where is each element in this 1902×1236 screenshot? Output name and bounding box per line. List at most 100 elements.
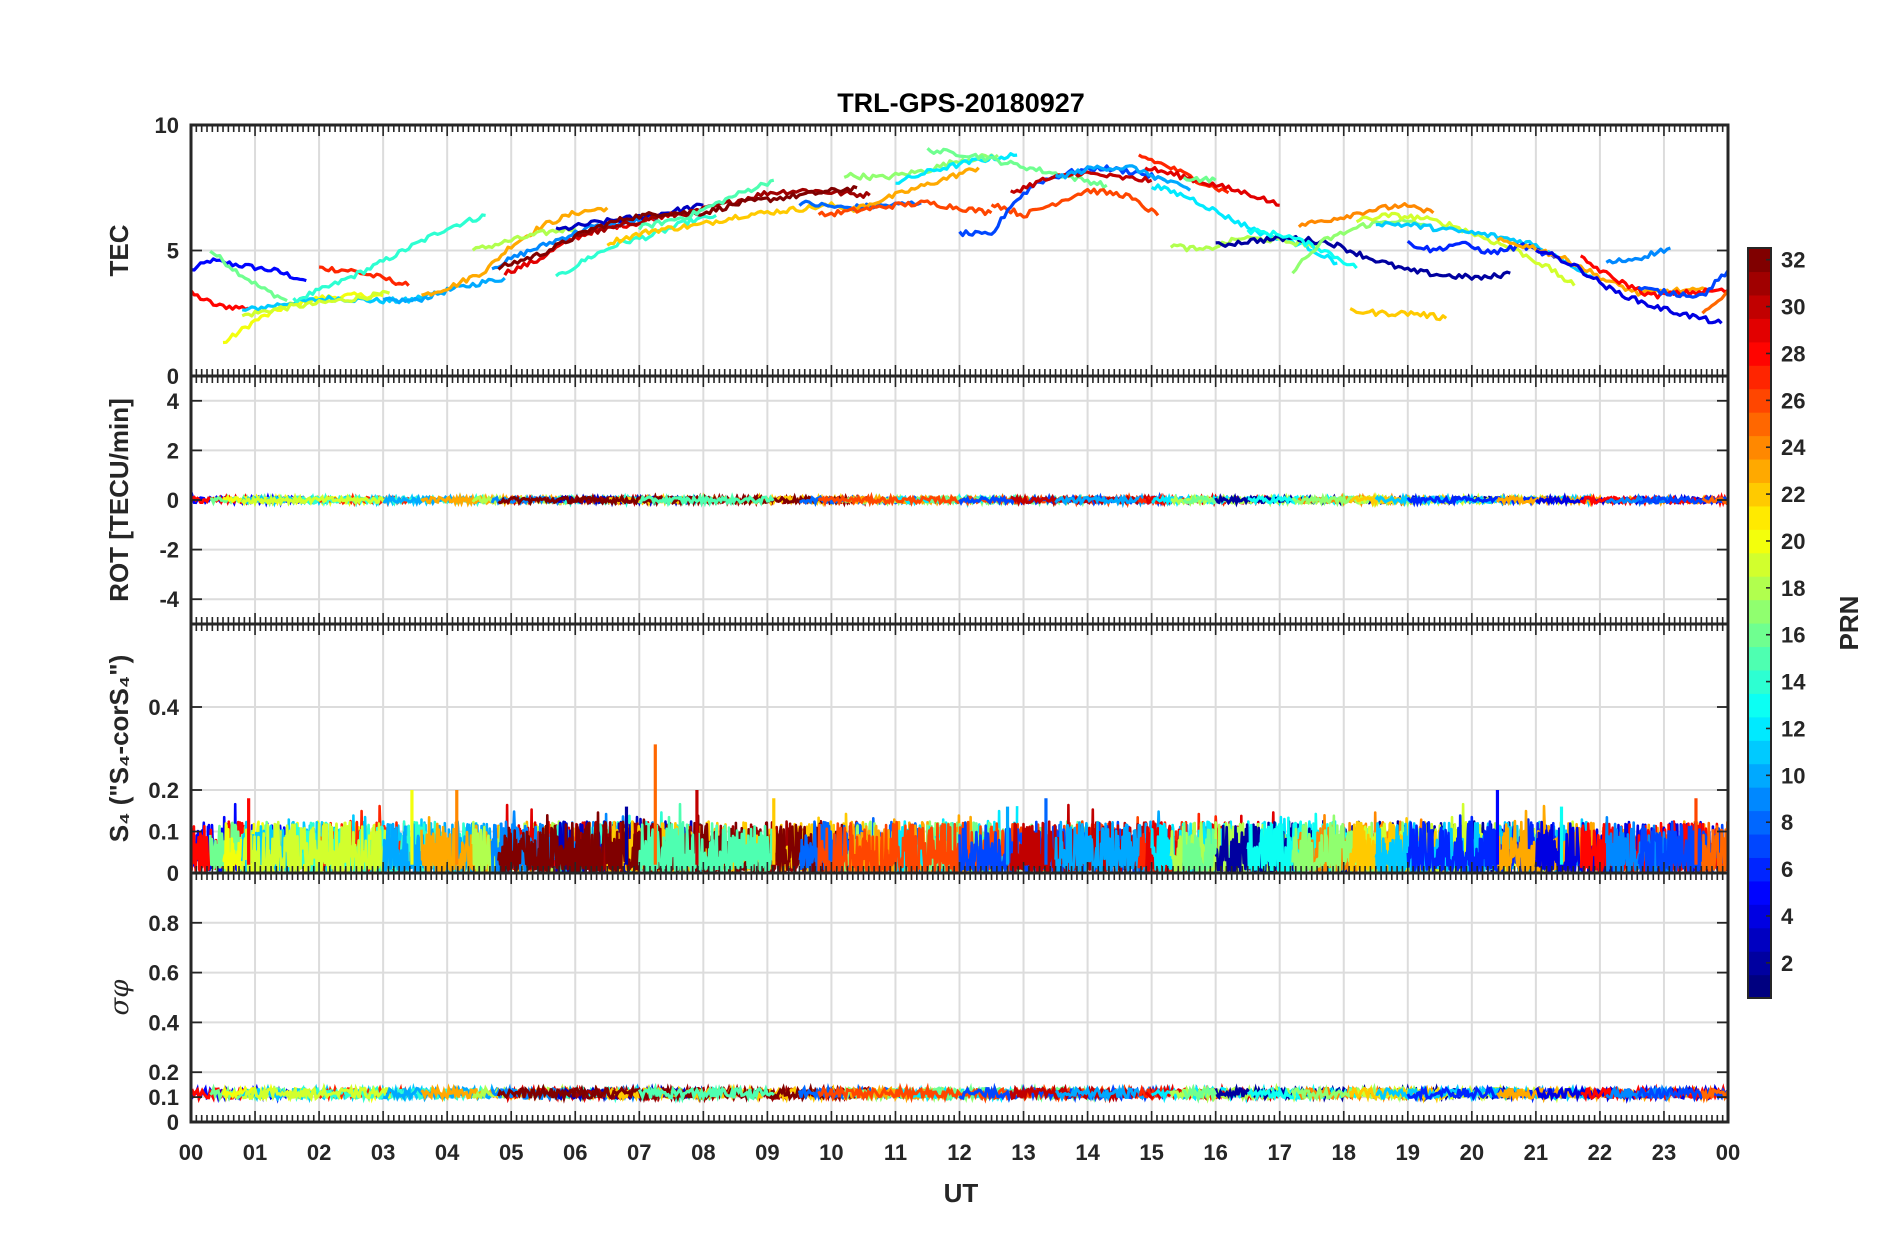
tec-series-prn-13 [1246, 227, 1358, 270]
colorbar-swatch [1748, 294, 1771, 319]
tec-series-prn-9 [1605, 246, 1671, 265]
colorbar-swatch [1748, 365, 1771, 390]
rot-series-prn-25 [1701, 494, 1730, 505]
tec-series-prn-23 [421, 206, 609, 297]
colorbar-swatch [1748, 482, 1771, 507]
colorbar-tick-label: 24 [1781, 435, 1806, 460]
colorbar-tick-label: 26 [1781, 388, 1805, 413]
colorbar-swatch [1748, 857, 1771, 882]
tec-series-prn-10 [1054, 164, 1192, 192]
colorbar-swatch [1748, 740, 1771, 765]
tec-series-prn-18 [1169, 235, 1319, 253]
rot-y-tick-label: 2 [167, 438, 179, 463]
colorbar-tick-label: 30 [1781, 295, 1805, 320]
colorbar-tick-label: 20 [1781, 529, 1805, 554]
panel-rot: -4 -2 0 2 4 ROT [TECU/min] [104, 374, 1730, 626]
tec-series-prn-14 [292, 213, 486, 304]
x-tick-label: 22 [1588, 1140, 1612, 1165]
x-tick-label: 02 [307, 1140, 331, 1165]
x-axis-title: UT [944, 1178, 979, 1208]
x-tick-label: 10 [819, 1140, 843, 1165]
panel-tec: 0 5 10 TEC [104, 113, 1730, 389]
sigma_phi-y-tick-label: 0.4 [148, 1010, 179, 1035]
x-tick-label: 20 [1460, 1140, 1484, 1165]
tec-series-prn-19 [1355, 211, 1576, 287]
s4-y-axis-title: S₄ ("S₄-corS₄") [104, 655, 134, 843]
s4-series-prn-19 [240, 820, 391, 873]
s4-y-ticks: 0 0.1 0.2 0.4 [148, 695, 1728, 886]
colorbar-swatch [1748, 623, 1771, 648]
chart-title: TRL-GPS-20180927 [837, 88, 1085, 118]
tec-series-prn-14 [554, 214, 717, 278]
colorbar-tick-label: 14 [1781, 670, 1806, 695]
x-tick-label: 08 [691, 1140, 715, 1165]
colorbar-tick-label: 4 [1781, 904, 1794, 929]
colorbar-swatch [1748, 646, 1771, 671]
colorbar-tick-label: 18 [1781, 576, 1805, 601]
x-tick-label: 03 [371, 1140, 395, 1165]
x-tick-label: 05 [499, 1140, 523, 1165]
tec-series-prn-26 [990, 187, 1160, 219]
colorbar-tick-label: 10 [1781, 763, 1805, 788]
tec-series-prn-4 [1535, 249, 1723, 325]
s4-series-prn-6 [1406, 814, 1557, 873]
tec-series-prn-2 [1215, 234, 1511, 281]
colorbar-swatch [1748, 810, 1771, 835]
tec-series-prn-32 [497, 185, 858, 271]
x-tick-label: 00 [179, 1140, 203, 1165]
sigma_phi-y-tick-label: 0.8 [148, 911, 179, 936]
colorbar-tick-label: 16 [1781, 623, 1805, 648]
x-tick-label: 12 [947, 1140, 971, 1165]
colorbar-swatch [1748, 412, 1771, 437]
s4-series-prn-15 [638, 802, 776, 873]
colorbar-swatch [1748, 388, 1771, 413]
colorbar-swatch [1748, 435, 1771, 460]
tec-y-axis-title: TEC [104, 224, 134, 276]
rot-series-prn-15 [638, 492, 775, 508]
sigma_phi-x-ticks [195, 873, 1724, 1122]
sigma_phi-series-prn-25 [1700, 1084, 1730, 1104]
x-tick-label: 11 [884, 1140, 907, 1165]
tec-series-prn-7 [1637, 269, 1730, 299]
tec-series-prn-16 [209, 249, 288, 303]
tec-series-prn-26 [817, 199, 993, 218]
tec-series-prn-22 [1349, 307, 1448, 322]
rot-y-tick-label: -2 [159, 538, 179, 563]
tec-series-prn-3 [555, 202, 704, 232]
tec-series-prn-23 [849, 166, 980, 212]
s4-y-tick-label: 0.2 [148, 778, 179, 803]
x-tick-label: 09 [755, 1140, 779, 1165]
s4-y-tick-label: 0.4 [148, 695, 179, 720]
colorbar-swatch [1748, 880, 1771, 905]
x-tick-label: 01 [243, 1140, 267, 1165]
rot-y-tick-label: -4 [159, 587, 179, 612]
colorbar-swatch [1748, 927, 1771, 952]
rot-y-axis-title: ROT [TECU/min] [104, 398, 134, 602]
x-tick-label: 16 [1203, 1140, 1227, 1165]
colorbar-swatch [1748, 529, 1771, 554]
colorbar-swatch [1748, 951, 1771, 976]
x-tick-label: 21 [1524, 1140, 1548, 1165]
sigma_phi-y-ticks: 00.10.2 0.4 0.6 0.8 [148, 911, 1728, 1135]
panel-sigma_phi: 00.10.2 0.4 0.6 0.8 σφ [105, 871, 1730, 1135]
colorbar-swatch [1748, 552, 1771, 577]
x-tick-label: 17 [1267, 1140, 1291, 1165]
colorbar-swatch [1748, 341, 1771, 366]
tec-series-prn-28 [1579, 254, 1729, 300]
colorbar-swatch [1748, 271, 1771, 296]
x-tick-label: 23 [1652, 1140, 1676, 1165]
x-tick-label: 14 [1075, 1140, 1100, 1165]
x-tick-labels: 00 01 02 03 04 05 06 07 08 09 10 11 12 13 14 15 16 17 18 19… [179, 1140, 1740, 1165]
x-tick-label: 19 [1396, 1140, 1420, 1165]
tec-series-prn-16 [926, 147, 1108, 189]
tec-series-prn-25 [1701, 289, 1730, 315]
colorbar-swatch [1748, 716, 1771, 741]
tec-y-tick-label: 0 [167, 364, 179, 389]
x-tick-label: 04 [435, 1140, 460, 1165]
rot-y-tick-label: 0 [167, 488, 179, 513]
colorbar-swatch [1748, 669, 1771, 694]
rot-y-tick-label: 4 [167, 389, 180, 414]
